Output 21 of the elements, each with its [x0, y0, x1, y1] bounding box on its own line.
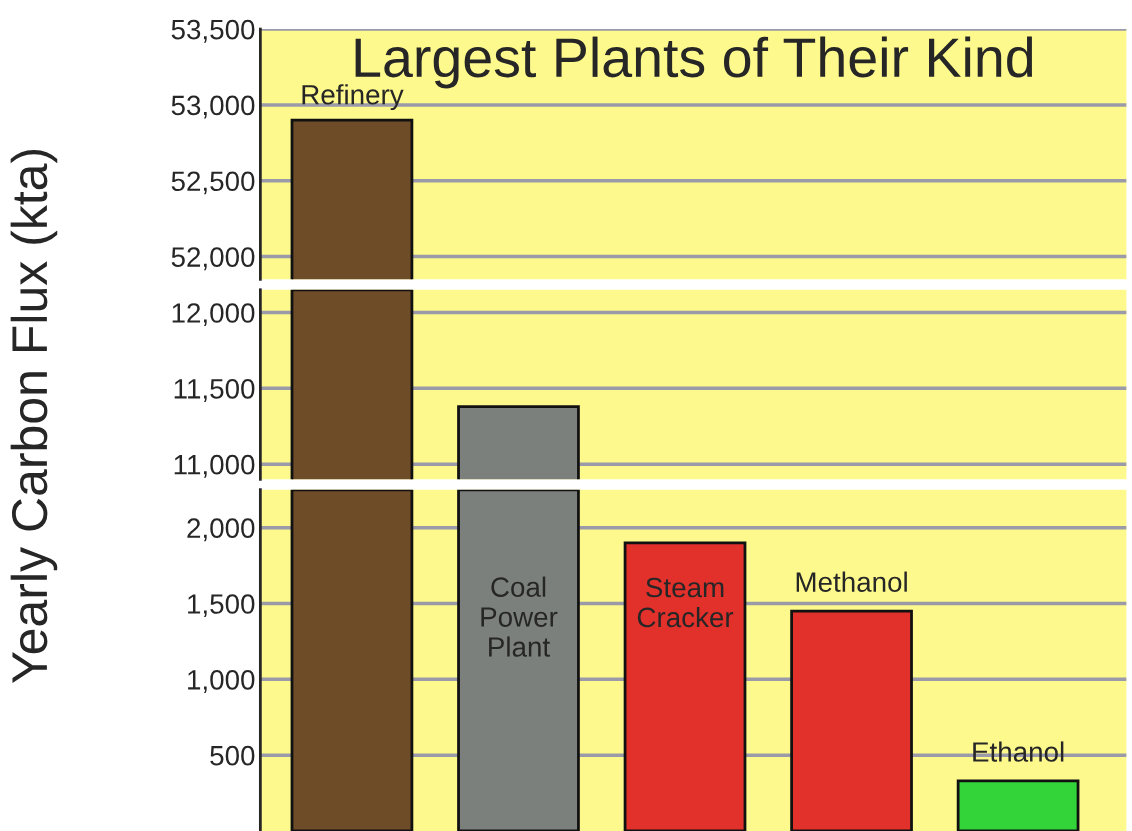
y-tick-label: 1,000 — [188, 670, 255, 693]
y-tick-label: 11,000 — [174, 454, 255, 478]
y-tick-label: 53,500 — [171, 19, 255, 43]
y-tick-label: 2,000 — [187, 518, 255, 542]
y-tick-label: 11,500 — [174, 379, 255, 402]
y-tick-label: 53,000 — [171, 95, 255, 119]
category-label: Steam Cracker — [637, 577, 734, 628]
y-tick-label: 1,500 — [188, 594, 255, 618]
y-tick-label: 52,000 — [171, 247, 255, 271]
bar — [790, 609, 913, 831]
category-label: Methanol — [796, 571, 907, 592]
category-label: Coal Power Plant — [481, 576, 558, 657]
y-axis-title: Yearly Carbon Flux (kta) — [10, 149, 58, 684]
bar — [623, 541, 747, 831]
bar — [457, 489, 580, 831]
bar — [290, 489, 414, 831]
y-tick-label: 52,500 — [171, 171, 255, 195]
y-tick-label: 12,000 — [172, 303, 255, 327]
y-tick-label: 500 — [210, 745, 255, 766]
bar — [956, 779, 1080, 831]
category-label: Ethanol — [973, 741, 1064, 762]
